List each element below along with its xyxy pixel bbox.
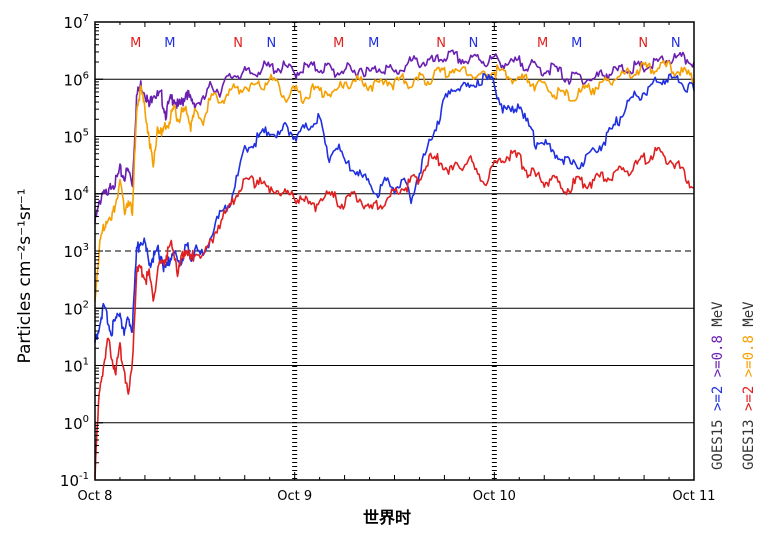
- legend-entry: >=0.8: [741, 335, 757, 386]
- legend-entry: >=0.8: [710, 335, 726, 386]
- y-tick-exponent: 6: [83, 70, 89, 81]
- y-tick-label: 101: [64, 357, 89, 376]
- x-tick-labels: Oct 8 Oct 9 Oct 10 Oct 11: [78, 489, 716, 504]
- x-axis-label: 世界时: [363, 508, 411, 527]
- event-marker: M: [571, 36, 582, 51]
- series-goes15-2: [94, 72, 695, 343]
- event-marker: M: [164, 36, 175, 51]
- x-tick-label: Oct 11: [672, 489, 715, 504]
- event-marker: N: [671, 36, 681, 51]
- legend-column-0: GOES15 >=2 >=0.8 MeV: [710, 301, 726, 470]
- event-marker: N: [233, 36, 243, 51]
- y-tick-exponent: 3: [83, 242, 89, 253]
- y-tick-label: 107: [64, 13, 89, 32]
- series-goes13-0.8: [94, 60, 695, 302]
- event-marker: M: [368, 36, 379, 51]
- y-tick-exponent: 0: [83, 414, 89, 425]
- series-goes15-0.8: [94, 49, 695, 223]
- day-divider-ticks: [292, 22, 497, 480]
- y-tick-base: 10: [64, 71, 83, 89]
- x-tick-label: Oct 9: [277, 489, 312, 504]
- y-tick-base: 10: [64, 14, 83, 32]
- y-tick-base: 10: [64, 358, 83, 376]
- y-tick-exponent: -1: [79, 471, 89, 482]
- legend-entry: >=2: [741, 386, 757, 420]
- legend-entry: >=2: [710, 386, 726, 420]
- y-tick-exponent: 5: [83, 128, 89, 139]
- legend-entry: GOES13: [741, 419, 757, 470]
- y-tick-base: 10: [64, 300, 83, 318]
- y-tick-label: 102: [64, 299, 89, 318]
- y-tick-base: 10: [64, 129, 83, 147]
- x-tick-label: Oct 10: [473, 489, 516, 504]
- y-tick-label: 100: [64, 414, 89, 433]
- y-tick-exponent: 4: [83, 185, 89, 196]
- event-marker: N: [469, 36, 479, 51]
- event-marker: N: [436, 36, 446, 51]
- legend-entry: MeV: [710, 301, 726, 335]
- series-layer: [94, 49, 695, 479]
- y-tick-label: 106: [64, 70, 89, 89]
- y-tick-base: 10: [64, 415, 83, 433]
- y-tick-label: 103: [64, 242, 89, 261]
- axis-tick-marks: [94, 21, 695, 481]
- event-marker: N: [267, 36, 277, 51]
- event-marker: M: [333, 36, 344, 51]
- y-tick-label: 104: [64, 185, 89, 204]
- y-tick-exponent: 1: [83, 357, 89, 368]
- y-tick-base: 10: [64, 243, 83, 261]
- y-tick-exponent: 2: [83, 299, 89, 310]
- y-tick-base: 10: [60, 472, 79, 490]
- y-tick-base: 10: [64, 186, 83, 204]
- series-goes13-2: [94, 146, 695, 479]
- event-marker: M: [537, 36, 548, 51]
- legend-entry: GOES15: [710, 419, 726, 470]
- event-marker: M: [130, 36, 141, 51]
- event-marker: N: [638, 36, 648, 51]
- legend-column-1: GOES13 >=2 >=0.8 MeV: [741, 301, 757, 470]
- legend-entry: MeV: [741, 301, 757, 335]
- y-tick-exponent: 7: [83, 13, 89, 24]
- y-tick-label: 10-1: [60, 471, 89, 490]
- y-tick-label: 105: [64, 128, 89, 147]
- y-axis-label: Particles cm⁻²s⁻¹sr⁻¹: [15, 188, 35, 363]
- grid-lines: [95, 78, 694, 424]
- x-tick-label: Oct 8: [78, 489, 113, 504]
